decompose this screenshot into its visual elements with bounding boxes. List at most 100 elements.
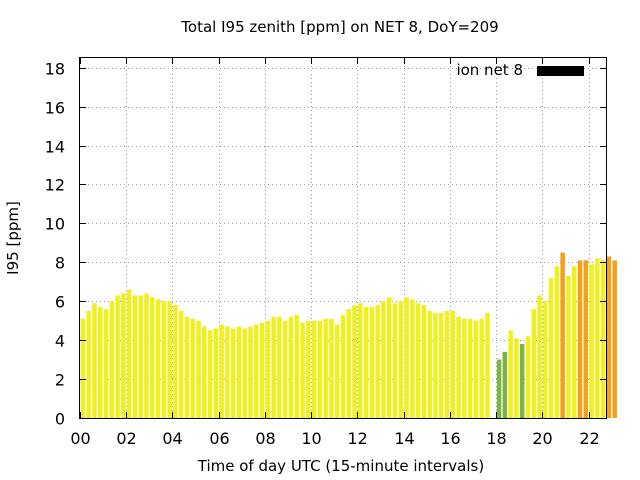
bar: [109, 301, 115, 418]
bar: [196, 320, 201, 418]
bar: [352, 305, 357, 418]
bar: [138, 295, 143, 418]
bar: [121, 293, 126, 418]
bar: [288, 316, 294, 418]
bar: [571, 266, 577, 418]
bar: [300, 322, 305, 418]
bar: [548, 277, 554, 418]
bar: [126, 289, 132, 418]
bar: [543, 301, 548, 418]
bar: [467, 318, 473, 418]
bar: [294, 314, 300, 418]
bar: [589, 264, 594, 418]
bar: [103, 309, 109, 418]
y-tick-label: 0: [55, 410, 65, 429]
bar: [277, 316, 282, 418]
bar: [600, 260, 606, 418]
grid: [80, 58, 606, 418]
bar: [254, 324, 259, 418]
y-tick-label: 2: [55, 371, 65, 390]
x-tick-label: 12: [347, 429, 367, 448]
x-axis-label: Time of day UTC (15-minute intervals): [197, 457, 484, 475]
bar: [155, 299, 161, 418]
y-tick-label: 8: [55, 254, 65, 273]
y-tick-label: 14: [45, 138, 65, 157]
bar: [230, 328, 236, 418]
bar: [444, 310, 450, 418]
bar: [508, 330, 513, 418]
bar: [259, 322, 265, 418]
legend: ion net 8: [456, 61, 584, 79]
bar: [369, 307, 375, 418]
bar: [392, 303, 398, 418]
plot-frame: [79, 57, 607, 419]
legend-label: ion net 8: [456, 61, 523, 79]
bar: [340, 314, 346, 418]
bar: [317, 320, 323, 418]
bar: [381, 301, 386, 418]
bar: [282, 320, 288, 418]
bar: [537, 295, 542, 418]
x-tick-label: 18: [486, 429, 506, 448]
bar: [144, 293, 149, 418]
bar: [566, 275, 571, 418]
bar: [386, 297, 392, 418]
bar: [421, 305, 427, 418]
bar: [150, 297, 155, 418]
bar: [427, 310, 432, 418]
x-tick-label: 00: [70, 429, 90, 448]
bar: [80, 318, 86, 418]
bar: [132, 295, 138, 418]
bar: [612, 260, 617, 418]
bars: [80, 252, 617, 418]
bar: [207, 330, 213, 418]
bar: [190, 318, 195, 418]
bar: [323, 318, 328, 418]
bar: [213, 328, 219, 418]
bar: [525, 336, 531, 418]
bar: [398, 301, 404, 418]
bar: [265, 320, 271, 418]
x-tick-label: 16: [440, 429, 460, 448]
bar: [225, 326, 230, 418]
legend-swatch: [537, 66, 584, 76]
bar: [161, 301, 167, 418]
bar: [86, 310, 91, 418]
bar: [358, 303, 363, 418]
x-tick-label: 02: [116, 429, 136, 448]
bar: [410, 299, 415, 418]
bar: [496, 359, 502, 418]
bar: [502, 351, 508, 418]
y-tick-label: 6: [55, 293, 65, 312]
bar: [92, 303, 97, 418]
bar: [173, 305, 178, 418]
x-tick-label: 04: [162, 429, 182, 448]
bar: [554, 266, 560, 418]
x-tick-label: 10: [301, 429, 321, 448]
bar: [184, 316, 190, 418]
y-tick-label: 10: [45, 215, 65, 234]
bar: [311, 320, 317, 418]
bar: [514, 338, 519, 418]
x-tick-label: 08: [255, 429, 275, 448]
bar: [577, 260, 583, 418]
bar: [479, 318, 484, 418]
y-axis-label: I95 [ppm]: [4, 201, 22, 275]
y-tick-label: 16: [45, 99, 65, 118]
bar: [450, 310, 456, 418]
bar: [560, 252, 565, 418]
bar: [115, 295, 120, 418]
y-tick-label: 12: [45, 176, 65, 195]
bar: [97, 307, 103, 418]
bar: [485, 312, 490, 418]
bar: [415, 303, 421, 418]
bar: [375, 305, 380, 418]
bar: [433, 312, 438, 418]
bar: [271, 316, 276, 418]
bar: [583, 260, 589, 418]
y-tick-label: 18: [45, 60, 65, 79]
bar: [439, 312, 444, 418]
bar: [306, 320, 311, 418]
